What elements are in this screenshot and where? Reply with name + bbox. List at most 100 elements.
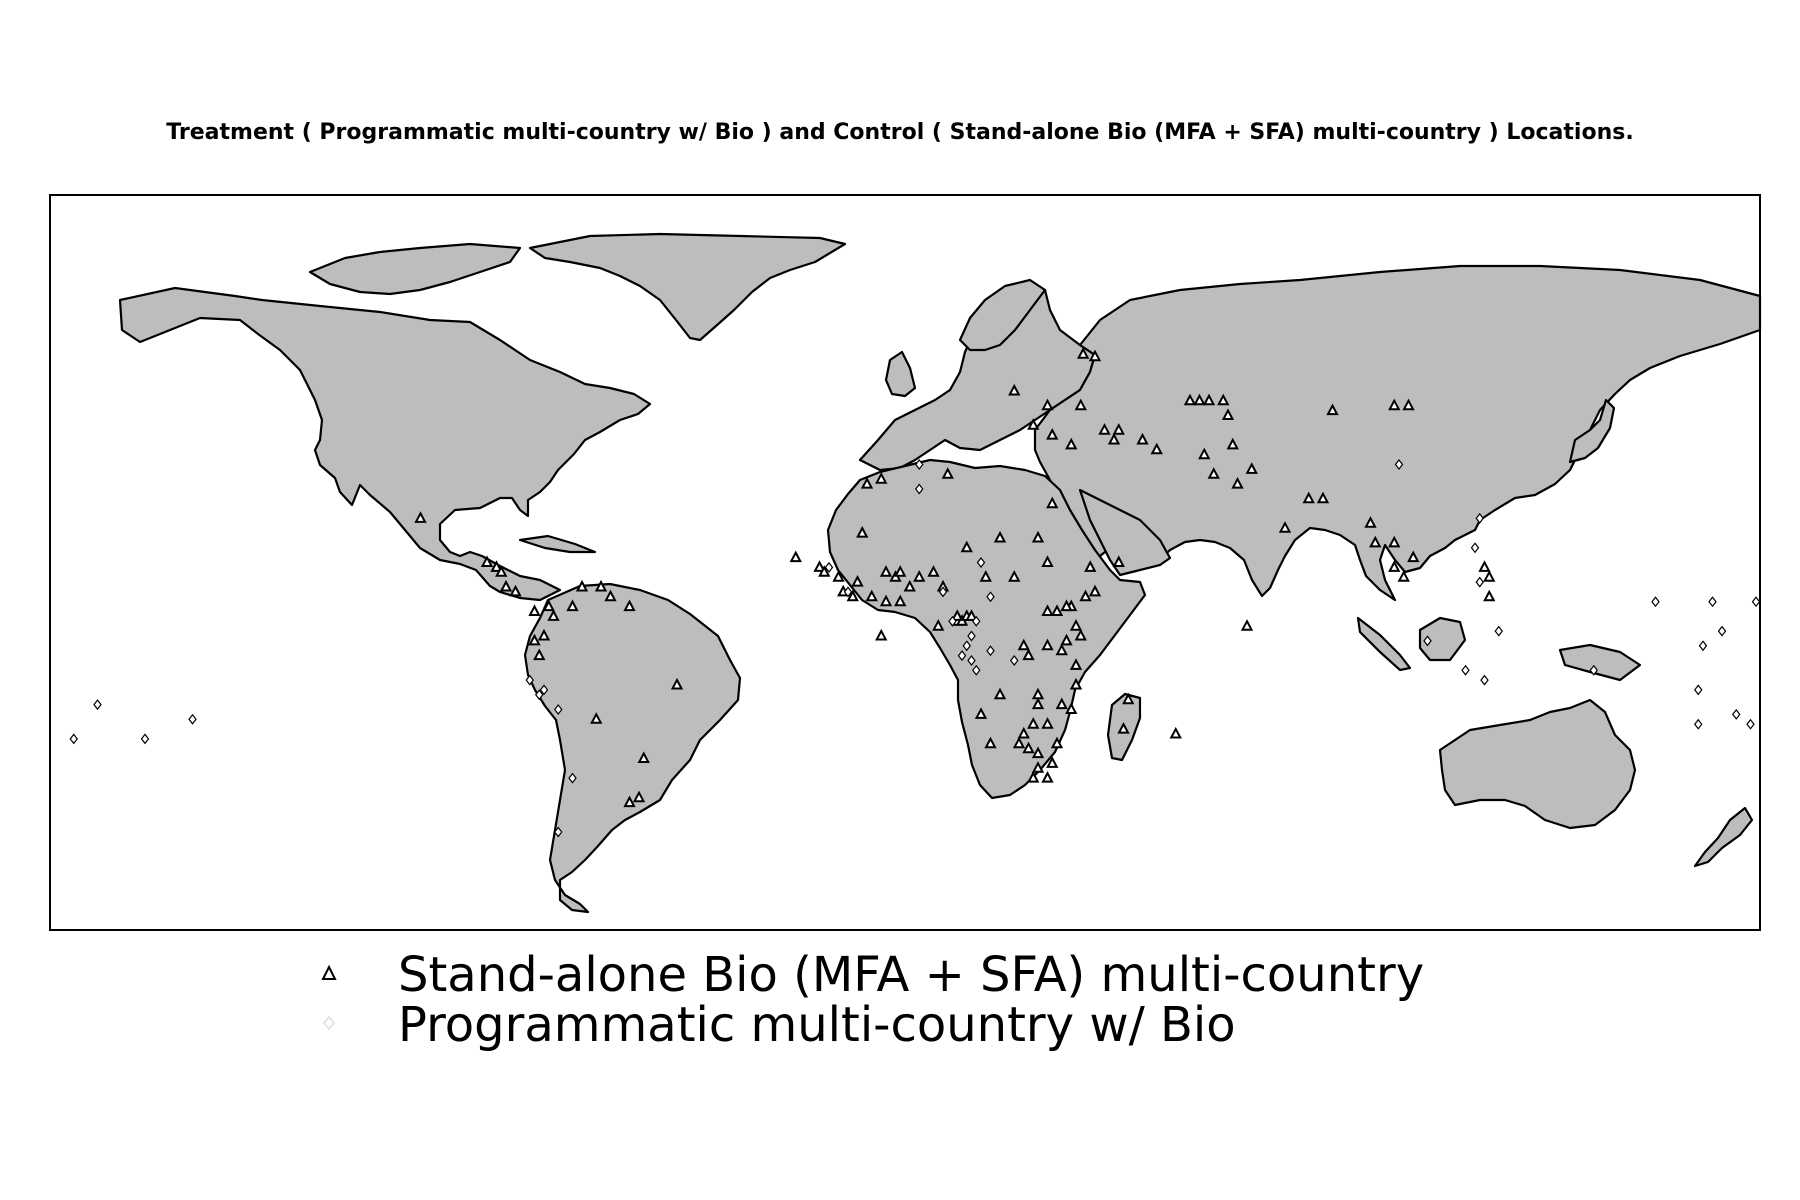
treatment-location-point	[1717, 625, 1727, 637]
control-location-point	[1041, 398, 1054, 411]
control-location-point	[1060, 599, 1073, 612]
control-location-point	[1226, 437, 1239, 450]
control-location-point	[789, 550, 802, 563]
control-location-point	[1065, 702, 1078, 714]
control-location-point	[1388, 535, 1401, 548]
legend-label-treatment: Programmatic multi-country w/ Bio	[398, 997, 1236, 1053]
control-location-point	[1008, 383, 1021, 396]
control-location-point	[1112, 423, 1125, 435]
control-location-point	[1069, 658, 1083, 670]
control-location-point	[1046, 756, 1059, 768]
control-location-point	[965, 609, 978, 621]
treatment-location-point	[1461, 664, 1470, 676]
treatment-location-point	[1589, 664, 1599, 676]
treatment-location-point	[1708, 596, 1717, 608]
control-location-point	[1122, 692, 1135, 705]
control-location-point	[670, 677, 684, 690]
control-location-point	[1397, 570, 1410, 582]
control-location-point	[1022, 648, 1035, 661]
control-location-point	[903, 579, 916, 592]
control-location-point	[993, 687, 1007, 700]
britain-island	[884, 350, 917, 398]
control-location-point	[1041, 555, 1054, 567]
treatment-location-point	[1423, 635, 1432, 647]
control-location-point	[1041, 604, 1054, 616]
sumatra-island	[1356, 616, 1412, 672]
arctic-islands	[308, 242, 522, 296]
treatment-location-point	[553, 704, 563, 715]
treatment-location-point	[843, 586, 853, 598]
control-location-point	[860, 476, 874, 489]
control-location-point	[1107, 432, 1121, 445]
control-location-point	[1117, 721, 1130, 734]
control-location-point	[1027, 770, 1040, 783]
control-location-point	[528, 604, 541, 616]
treatment-location-point	[140, 733, 150, 745]
control-location-point	[927, 565, 940, 577]
control-location-point	[951, 609, 964, 621]
treatment-location-point	[1751, 596, 1761, 608]
borneo-island	[1418, 616, 1467, 662]
control-location-point	[1478, 560, 1491, 572]
control-location-point	[632, 790, 646, 803]
japan-islands	[1568, 398, 1616, 464]
control-location-point	[1027, 418, 1040, 430]
treatment-location-point	[1731, 708, 1741, 720]
control-location-point	[813, 560, 826, 572]
control-location-point	[537, 628, 551, 641]
control-location-point	[1050, 736, 1064, 749]
control-location-point	[894, 594, 907, 607]
control-location-point	[1041, 638, 1054, 651]
treatment-location-point	[525, 674, 535, 686]
treatment-location-point	[1475, 576, 1485, 588]
control-location-point	[1112, 555, 1125, 567]
control-location-point	[499, 579, 513, 592]
control-location-point	[1076, 347, 1090, 359]
control-location-point	[1046, 496, 1059, 509]
control-location-point	[1046, 427, 1059, 440]
control-location-point	[1088, 584, 1102, 597]
control-location-point	[1074, 398, 1087, 411]
treatment-location-point	[1693, 684, 1703, 696]
control-location-point	[1069, 619, 1083, 631]
treatment-location-point	[69, 733, 79, 745]
treatment-location-point	[553, 826, 563, 838]
control-location-point	[879, 594, 893, 607]
control-location-point	[590, 712, 603, 724]
control-location-point	[1369, 535, 1382, 548]
new-zealand-islands	[1693, 806, 1754, 868]
treatment-location-point	[1470, 542, 1480, 554]
control-location-point	[1240, 619, 1254, 631]
control-location-point	[913, 570, 926, 582]
control-location-point	[575, 579, 589, 592]
control-location-point	[594, 579, 608, 592]
control-location-point	[1202, 393, 1216, 406]
control-location-point	[856, 525, 869, 538]
treatment-location-point	[534, 689, 544, 701]
treatment-location-point	[568, 772, 577, 784]
control-location-point	[528, 633, 541, 646]
treatment-location-point	[948, 615, 957, 627]
control-location-point	[1055, 697, 1068, 710]
treatment-locations-layer	[69, 459, 1761, 838]
treatment-location-point	[188, 713, 197, 725]
treatment-location-point	[957, 650, 967, 662]
control-location-point	[974, 707, 988, 719]
cuba-island	[518, 534, 597, 554]
control-location-point	[1088, 349, 1102, 362]
control-location-point	[1050, 604, 1064, 616]
treatment-location-point	[1394, 459, 1404, 470]
control-location-point	[623, 599, 636, 612]
control-location-point	[1060, 633, 1073, 646]
control-location-point	[542, 599, 555, 612]
map-title: Treatment ( Programmatic multi-country w…	[166, 120, 1634, 145]
scandinavia-landmass	[958, 278, 1047, 352]
control-location-point	[637, 751, 650, 763]
control-location-point	[1207, 467, 1220, 479]
treatment-location-point	[938, 586, 948, 598]
treatment-location-point	[1746, 718, 1755, 730]
control-location-point	[1017, 726, 1030, 739]
control-location-point	[480, 555, 494, 567]
treatment-location-point	[1480, 674, 1489, 686]
